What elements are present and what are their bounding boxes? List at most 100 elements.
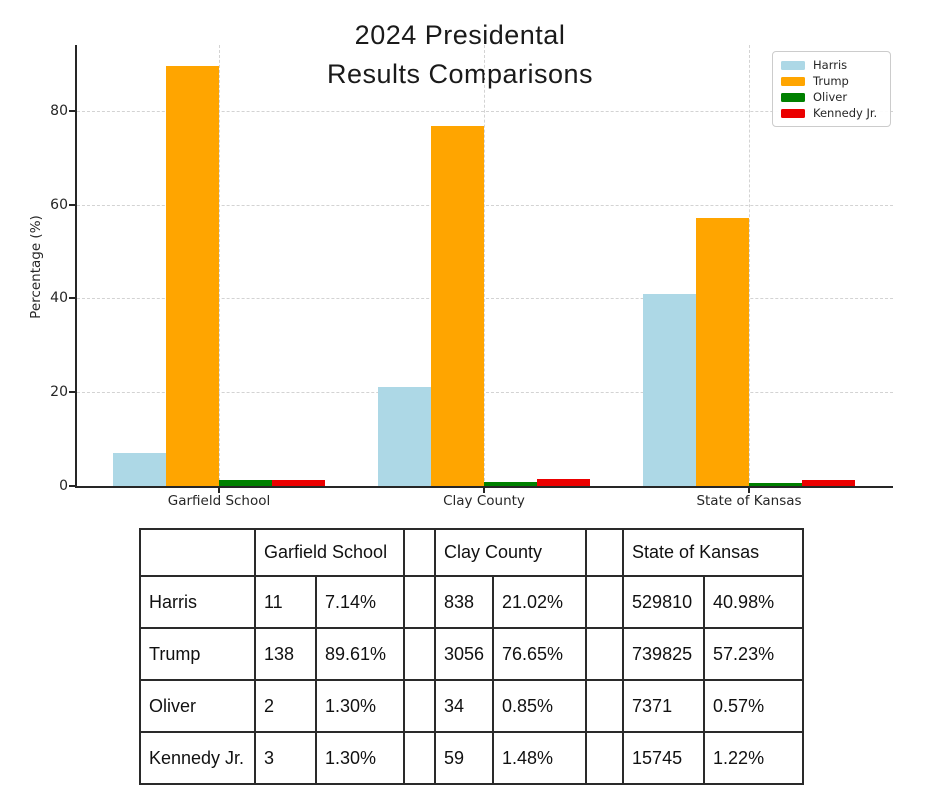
bar-trump-clay-county bbox=[431, 126, 484, 486]
kennedy-jr-swatch-icon bbox=[781, 109, 805, 118]
bar-kennedy-jr-garfield-school bbox=[272, 479, 325, 486]
table-cell: 34 bbox=[434, 679, 495, 733]
header-cell-empty bbox=[139, 528, 256, 577]
table-cell: 138 bbox=[254, 627, 317, 681]
harris-swatch-icon bbox=[781, 61, 805, 70]
x-tick bbox=[218, 488, 220, 493]
spacer-cell bbox=[403, 528, 437, 577]
legend-label: Kennedy Jr. bbox=[813, 106, 878, 120]
y-tick bbox=[69, 109, 75, 112]
x-tick-label-state-of-kansas: State of Kansas bbox=[696, 493, 802, 509]
y-tick-label: 0 bbox=[59, 478, 68, 494]
legend-item-oliver: Oliver bbox=[781, 91, 884, 104]
spacer-cell bbox=[403, 679, 437, 733]
h-gridline bbox=[77, 298, 893, 300]
table-cell: 1.30% bbox=[314, 679, 406, 733]
spacer-cell bbox=[403, 575, 437, 629]
legend-label: Trump bbox=[813, 74, 849, 88]
y-tick bbox=[69, 203, 75, 206]
table-cell: 7371 bbox=[622, 679, 706, 733]
spacer-cell bbox=[585, 679, 625, 733]
table-cell: 3 bbox=[254, 731, 317, 785]
table-cell: 1.22% bbox=[703, 731, 805, 785]
spacer-cell bbox=[585, 731, 625, 785]
bar-oliver-state-of-kansas bbox=[749, 483, 802, 486]
row-label-oliver: Oliver bbox=[139, 679, 256, 733]
table-row-trump: Trump 138 89.61% 3056 76.65% 739825 57.23% bbox=[139, 627, 805, 681]
table-cell: 89.61% bbox=[314, 627, 406, 681]
table-cell: 0.85% bbox=[492, 679, 588, 733]
table-cell: 57.23% bbox=[703, 627, 805, 681]
y-tick-label: 80 bbox=[50, 102, 68, 119]
bar-oliver-clay-county bbox=[484, 482, 537, 486]
table-cell: 0.57% bbox=[703, 679, 805, 733]
bar-kennedy-jr-state-of-kansas bbox=[802, 480, 855, 486]
bar-trump-state-of-kansas bbox=[696, 217, 749, 486]
v-gridline bbox=[749, 45, 750, 486]
table-cell: 2 bbox=[254, 679, 317, 733]
table-cell: 15745 bbox=[622, 731, 706, 785]
table-row-kennedy-jr: Kennedy Jr. 3 1.30% 59 1.48% 15745 1.22% bbox=[139, 731, 805, 785]
table-header-row: Garfield School Clay County State of Kansa… bbox=[139, 528, 805, 577]
legend-item-harris: Harris bbox=[781, 59, 884, 72]
chart-title: 2024 Presidental Results Comparisons bbox=[160, 16, 760, 94]
h-gridline bbox=[77, 110, 893, 112]
oliver-swatch-icon bbox=[781, 93, 805, 102]
plot-area bbox=[75, 45, 893, 488]
v-gridline bbox=[484, 45, 485, 486]
y-tick-label: 20 bbox=[50, 384, 68, 401]
table-cell: 1.48% bbox=[492, 731, 588, 785]
header-cell-garfield-school: Garfield School bbox=[253, 528, 406, 577]
y-tick-label: 60 bbox=[50, 196, 68, 213]
table-cell: 739825 bbox=[622, 627, 706, 681]
results-table: Garfield School Clay County State of Kansa… bbox=[139, 528, 805, 785]
table-row-oliver: Oliver 2 1.30% 34 0.85% 7371 0.57% bbox=[139, 679, 805, 733]
chart-title-line1: 2024 Presidental bbox=[354, 20, 566, 50]
row-label-trump: Trump bbox=[139, 627, 256, 681]
table-cell: 11 bbox=[254, 575, 317, 629]
x-tick bbox=[748, 488, 750, 493]
row-label-harris: Harris bbox=[139, 575, 256, 629]
legend-label: Oliver bbox=[813, 90, 848, 104]
y-tick bbox=[69, 297, 75, 300]
spacer-cell bbox=[403, 731, 437, 785]
spacer-cell bbox=[403, 627, 437, 681]
table-cell: 76.65% bbox=[492, 627, 588, 681]
table-cell: 529810 bbox=[622, 575, 706, 629]
bar-harris-state-of-kansas bbox=[643, 293, 696, 486]
bar-kennedy-jr-clay-county bbox=[537, 479, 590, 486]
spacer-cell bbox=[585, 528, 625, 577]
x-tick-label-garfield-school: Garfield School bbox=[167, 493, 271, 509]
header-cell-clay-county: Clay County bbox=[434, 528, 588, 577]
bar-oliver-garfield-school bbox=[219, 479, 272, 486]
legend-item-trump: Trump bbox=[781, 75, 884, 88]
h-gridline bbox=[77, 204, 893, 206]
spacer-cell bbox=[585, 575, 625, 629]
x-tick-label-clay-county: Clay County bbox=[443, 493, 525, 509]
table-cell: 838 bbox=[434, 575, 495, 629]
table-cell: 7.14% bbox=[314, 575, 406, 629]
y-tick bbox=[69, 485, 75, 487]
header-cell-state-of-kansas: State of Kansas bbox=[622, 528, 805, 577]
v-gridline bbox=[219, 45, 220, 486]
legend: Harris Trump Oliver Kennedy Jr. bbox=[772, 51, 891, 127]
legend-label: Harris bbox=[813, 58, 848, 72]
y-tick bbox=[69, 391, 75, 394]
y-tick-label: 40 bbox=[50, 290, 68, 307]
x-tick bbox=[483, 488, 485, 493]
table-row-harris: Harris 11 7.14% 838 21.02% 529810 40.98% bbox=[139, 575, 805, 629]
trump-swatch-icon bbox=[781, 77, 805, 86]
table-cell: 40.98% bbox=[703, 575, 805, 629]
row-label-kennedy-jr: Kennedy Jr. bbox=[139, 731, 256, 785]
legend-item-kennedy-jr: Kennedy Jr. bbox=[781, 107, 884, 120]
table-cell: 21.02% bbox=[492, 575, 588, 629]
h-gridline bbox=[77, 392, 893, 394]
bar-trump-garfield-school bbox=[166, 65, 219, 486]
spacer-cell bbox=[585, 627, 625, 681]
table-cell: 1.30% bbox=[314, 731, 406, 785]
bar-harris-garfield-school bbox=[113, 452, 166, 486]
table-cell: 59 bbox=[434, 731, 495, 785]
bar-harris-clay-county bbox=[378, 387, 431, 486]
table-cell: 3056 bbox=[434, 627, 495, 681]
